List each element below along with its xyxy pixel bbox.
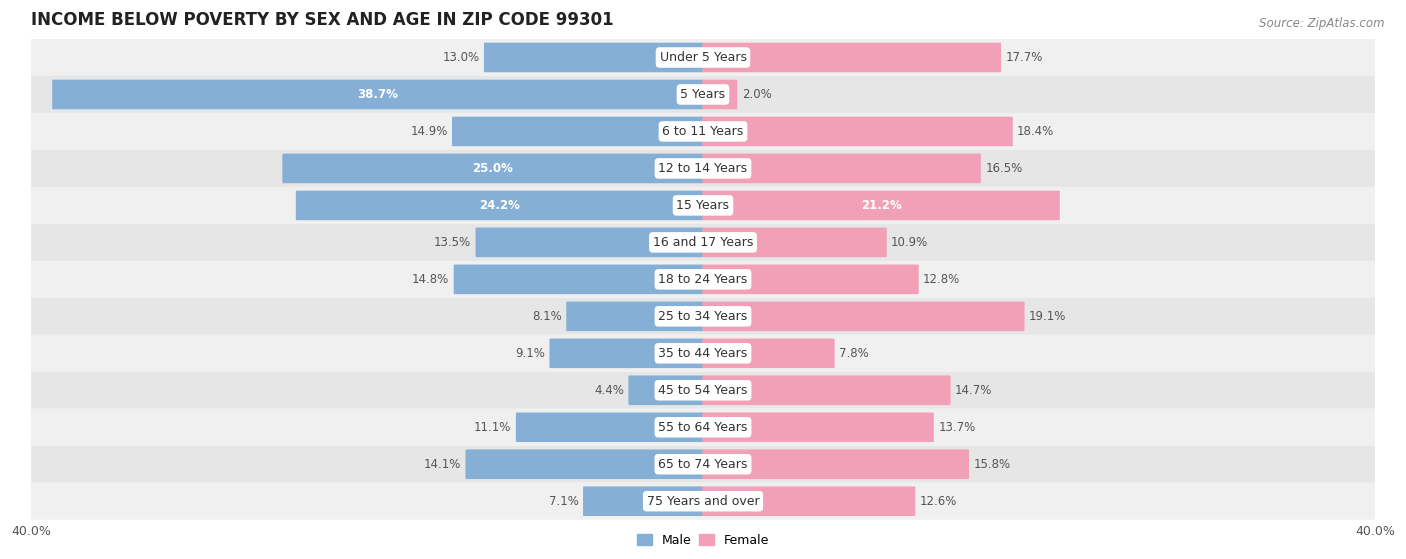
FancyBboxPatch shape: [295, 191, 703, 220]
Text: 13.7%: 13.7%: [938, 421, 976, 434]
FancyBboxPatch shape: [703, 154, 981, 183]
Text: 18 to 24 Years: 18 to 24 Years: [658, 273, 748, 286]
FancyBboxPatch shape: [703, 191, 1060, 220]
Text: 7.8%: 7.8%: [839, 347, 869, 360]
Text: 13.0%: 13.0%: [443, 51, 479, 64]
FancyBboxPatch shape: [465, 449, 703, 479]
Text: 14.7%: 14.7%: [955, 384, 993, 397]
Text: 8.1%: 8.1%: [531, 310, 562, 323]
Text: 11.1%: 11.1%: [474, 421, 512, 434]
Text: 25 to 34 Years: 25 to 34 Years: [658, 310, 748, 323]
FancyBboxPatch shape: [703, 486, 915, 516]
Text: 9.1%: 9.1%: [515, 347, 546, 360]
FancyBboxPatch shape: [703, 301, 1025, 331]
Text: 12.8%: 12.8%: [924, 273, 960, 286]
FancyBboxPatch shape: [583, 486, 703, 516]
FancyBboxPatch shape: [31, 446, 1375, 483]
Text: 4.4%: 4.4%: [595, 384, 624, 397]
Text: 2.0%: 2.0%: [741, 88, 772, 101]
Text: 35 to 44 Years: 35 to 44 Years: [658, 347, 748, 360]
FancyBboxPatch shape: [31, 372, 1375, 409]
FancyBboxPatch shape: [703, 264, 918, 294]
FancyBboxPatch shape: [516, 413, 703, 442]
Text: 65 to 74 Years: 65 to 74 Years: [658, 458, 748, 471]
FancyBboxPatch shape: [703, 228, 887, 257]
FancyBboxPatch shape: [475, 228, 703, 257]
FancyBboxPatch shape: [31, 76, 1375, 113]
Text: 25.0%: 25.0%: [472, 162, 513, 175]
Text: 14.8%: 14.8%: [412, 273, 450, 286]
Text: 45 to 54 Years: 45 to 54 Years: [658, 384, 748, 397]
Text: 55 to 64 Years: 55 to 64 Years: [658, 421, 748, 434]
FancyBboxPatch shape: [567, 301, 703, 331]
Text: 17.7%: 17.7%: [1005, 51, 1043, 64]
Text: 13.5%: 13.5%: [434, 236, 471, 249]
FancyBboxPatch shape: [550, 339, 703, 368]
Text: Source: ZipAtlas.com: Source: ZipAtlas.com: [1260, 17, 1385, 30]
FancyBboxPatch shape: [703, 42, 1001, 72]
Text: 21.2%: 21.2%: [860, 199, 901, 212]
Text: 24.2%: 24.2%: [479, 199, 520, 212]
FancyBboxPatch shape: [31, 113, 1375, 150]
Text: 75 Years and over: 75 Years and over: [647, 495, 759, 508]
FancyBboxPatch shape: [31, 298, 1375, 335]
Text: 16 and 17 Years: 16 and 17 Years: [652, 236, 754, 249]
Text: 14.9%: 14.9%: [411, 125, 447, 138]
Text: 16.5%: 16.5%: [986, 162, 1022, 175]
Legend: Male, Female: Male, Female: [631, 529, 775, 552]
FancyBboxPatch shape: [451, 117, 703, 146]
Text: 12 to 14 Years: 12 to 14 Years: [658, 162, 748, 175]
Text: 38.7%: 38.7%: [357, 88, 398, 101]
FancyBboxPatch shape: [31, 187, 1375, 224]
FancyBboxPatch shape: [454, 264, 703, 294]
FancyBboxPatch shape: [31, 150, 1375, 187]
FancyBboxPatch shape: [703, 80, 737, 109]
Text: 6 to 11 Years: 6 to 11 Years: [662, 125, 744, 138]
FancyBboxPatch shape: [628, 376, 703, 405]
FancyBboxPatch shape: [31, 483, 1375, 520]
FancyBboxPatch shape: [31, 224, 1375, 261]
FancyBboxPatch shape: [703, 413, 934, 442]
FancyBboxPatch shape: [703, 339, 835, 368]
FancyBboxPatch shape: [31, 261, 1375, 298]
Text: 10.9%: 10.9%: [891, 236, 928, 249]
Text: 12.6%: 12.6%: [920, 495, 957, 508]
FancyBboxPatch shape: [703, 376, 950, 405]
FancyBboxPatch shape: [484, 42, 703, 72]
FancyBboxPatch shape: [283, 154, 703, 183]
FancyBboxPatch shape: [31, 409, 1375, 446]
Text: 19.1%: 19.1%: [1029, 310, 1066, 323]
FancyBboxPatch shape: [31, 335, 1375, 372]
Text: 7.1%: 7.1%: [548, 495, 579, 508]
Text: 18.4%: 18.4%: [1017, 125, 1054, 138]
Text: 15 Years: 15 Years: [676, 199, 730, 212]
Text: Under 5 Years: Under 5 Years: [659, 51, 747, 64]
FancyBboxPatch shape: [703, 117, 1012, 146]
FancyBboxPatch shape: [52, 80, 703, 109]
Text: 15.8%: 15.8%: [973, 458, 1011, 471]
Text: 5 Years: 5 Years: [681, 88, 725, 101]
Text: 14.1%: 14.1%: [423, 458, 461, 471]
Text: INCOME BELOW POVERTY BY SEX AND AGE IN ZIP CODE 99301: INCOME BELOW POVERTY BY SEX AND AGE IN Z…: [31, 11, 613, 29]
FancyBboxPatch shape: [31, 39, 1375, 76]
FancyBboxPatch shape: [703, 449, 969, 479]
